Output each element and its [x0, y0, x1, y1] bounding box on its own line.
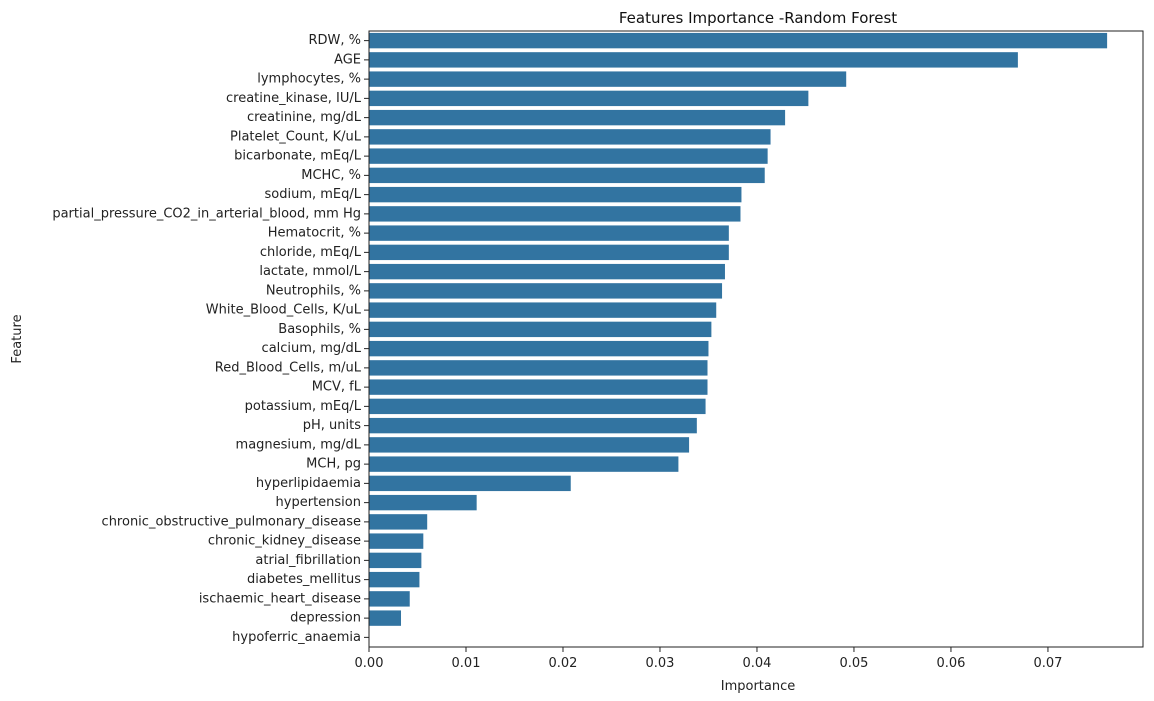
- y-tick-label: partial_pressure_CO2_in_arterial_blood, …: [52, 206, 361, 221]
- y-tick-label: pH, units: [303, 418, 361, 433]
- bar: [369, 456, 679, 472]
- bar: [369, 437, 690, 453]
- bar: [369, 32, 1108, 49]
- y-tick-label: chronic_kidney_disease: [208, 534, 361, 549]
- x-axis-label: Importance: [721, 679, 796, 694]
- x-tick-label: 0.06: [936, 656, 965, 671]
- bar: [369, 225, 729, 241]
- y-tick-label: AGE: [334, 52, 361, 67]
- x-tick-label: 0.02: [549, 656, 578, 671]
- y-tick-label: hyperlipidaemia: [256, 476, 361, 491]
- y-tick-label: hypertension: [276, 495, 361, 510]
- x-tick-label: 0.04: [742, 656, 771, 671]
- y-tick-label: diabetes_mellitus: [247, 572, 361, 587]
- bar: [369, 148, 768, 164]
- bar: [369, 533, 424, 549]
- bar: [369, 167, 765, 184]
- bar: [369, 417, 697, 434]
- y-tick-label: calcium, mg/dL: [262, 341, 362, 356]
- y-tick-label: Platelet_Count, K/uL: [230, 129, 362, 144]
- bar: [369, 610, 402, 626]
- bars-layer: [369, 32, 1108, 626]
- y-tick-label: MCHC, %: [301, 168, 361, 183]
- bar: [369, 206, 741, 222]
- bar: [369, 552, 422, 569]
- y-axis-label: Feature: [10, 314, 25, 363]
- chart-title: Features Importance -Random Forest: [619, 9, 897, 27]
- y-tick-label: MCV, fL: [312, 380, 362, 395]
- y-tick-label: Basophils, %: [278, 322, 361, 337]
- y-tick-label: ischaemic_heart_disease: [199, 591, 361, 606]
- x-ticks: 0.00 0.01 0.02 0.03 0.04 0.05 0.06 0.07: [355, 647, 1062, 671]
- y-tick-label: chronic_obstructive_pulmonary_disease: [102, 514, 361, 529]
- y-tick-label: atrial_fibrillation: [255, 553, 361, 568]
- bar: [369, 398, 706, 415]
- y-tick-label: hypoferric_anaemia: [232, 630, 361, 645]
- plot-frame: [368, 30, 1144, 648]
- y-tick-label: White_Blood_Cells, K/uL: [206, 303, 362, 318]
- y-tick-label: Hematocrit, %: [268, 226, 361, 241]
- x-tick-label: 0.01: [452, 656, 481, 671]
- y-tick-label: Neutrophils, %: [266, 283, 361, 298]
- bar: [369, 129, 771, 145]
- bar: [369, 571, 420, 588]
- y-tick-label: lactate, mmol/L: [259, 264, 361, 279]
- y-tick-label: MCH, pg: [306, 457, 361, 472]
- y-tick-label: creatine_kinase, IU/L: [226, 91, 362, 106]
- bar: [369, 514, 428, 530]
- x-tick-label: 0.00: [355, 656, 384, 671]
- bar: [369, 186, 742, 203]
- x-tick-label: 0.03: [646, 656, 675, 671]
- bar: [369, 321, 712, 338]
- y-tick-label: chloride, mEq/L: [260, 245, 362, 260]
- bar: [369, 283, 723, 299]
- y-tick-label: RDW, %: [308, 33, 361, 48]
- bar: [369, 340, 709, 357]
- bar: [369, 52, 1018, 68]
- y-tick-label: creatinine, mg/dL: [247, 110, 362, 125]
- bar: [369, 494, 477, 511]
- bar: [369, 379, 708, 395]
- bar: [369, 109, 786, 126]
- y-tick-label: lymphocytes, %: [257, 72, 361, 87]
- bar: [369, 90, 809, 107]
- bar: [369, 591, 410, 607]
- bar: [369, 360, 708, 376]
- y-tick-label: Red_Blood_Cells, m/uL: [215, 360, 362, 375]
- y-tick-label: bicarbonate, mEq/L: [234, 149, 362, 164]
- y-ticks: RDW, % AGE lymphocytes, % creatine_kinase, …: [52, 33, 369, 645]
- y-tick-label: potassium, mEq/L: [245, 399, 362, 414]
- y-tick-label: sodium, mEq/L: [264, 187, 361, 202]
- bar: [369, 302, 717, 318]
- bar: [369, 71, 847, 87]
- bar: [369, 263, 725, 280]
- x-tick-label: 0.07: [1033, 656, 1062, 671]
- bar: [369, 244, 729, 261]
- y-tick-label: magnesium, mg/dL: [236, 437, 362, 452]
- bar: [369, 475, 571, 492]
- x-tick-label: 0.05: [839, 656, 868, 671]
- y-tick-label: depression: [290, 611, 361, 626]
